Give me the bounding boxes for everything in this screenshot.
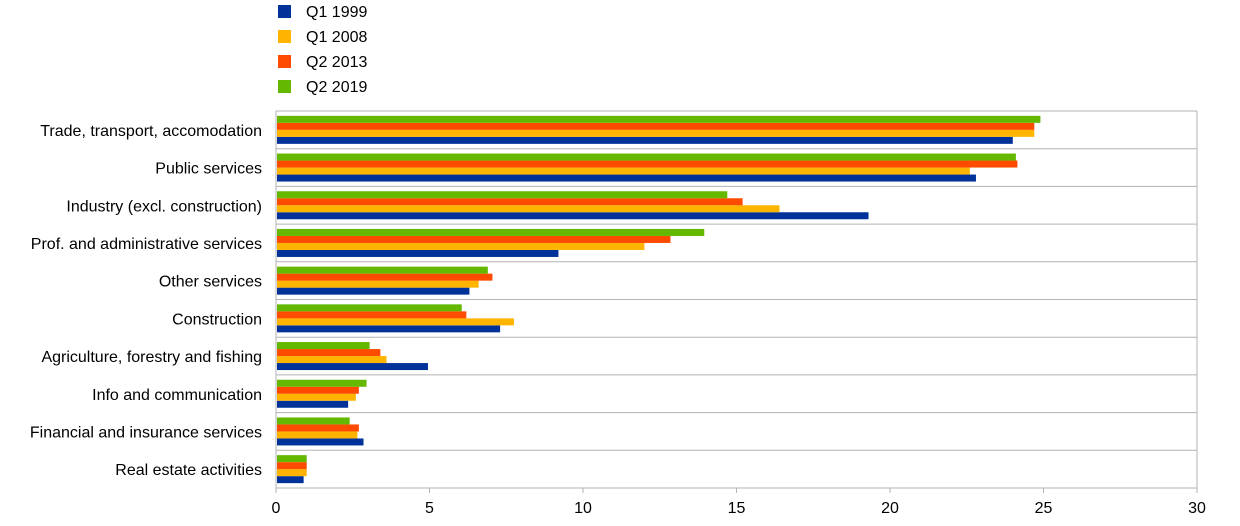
bar-q1-1999-6 — [277, 363, 428, 371]
x-tick-label: 10 — [574, 500, 592, 517]
bar-q1-2008-7 — [277, 393, 356, 401]
bar-q1-1999-0 — [277, 136, 1013, 144]
bar-q1-2008-6 — [277, 356, 387, 364]
bar-q1-1999-9 — [277, 476, 304, 484]
bar-q1-1999-8 — [277, 438, 364, 446]
category-label: Real estate activities — [115, 462, 262, 479]
bar-q1-1999-1 — [277, 174, 976, 182]
bar-q1-1999-2 — [277, 212, 869, 220]
bar-q2-2019-6 — [277, 342, 370, 350]
category-label: Public services — [155, 161, 262, 178]
x-tick-label: 15 — [728, 500, 746, 517]
bar-q1-1999-7 — [277, 400, 349, 408]
x-tick-label: 0 — [272, 500, 281, 517]
bar-q2-2013-6 — [277, 349, 381, 357]
bar-q2-2013-0 — [277, 122, 1035, 130]
bar-q2-2019-0 — [277, 115, 1041, 123]
legend-label: Q1 2008 — [306, 29, 367, 46]
bar-q2-2019-5 — [277, 304, 462, 312]
x-axis: 0 5 10 15 20 25 30 — [272, 487, 1206, 517]
x-tick-label: 5 — [425, 500, 434, 517]
bar-q2-2013-9 — [277, 462, 307, 470]
legend-label: Q2 2013 — [306, 54, 367, 71]
bar-q2-2019-8 — [277, 417, 350, 425]
category-label: Financial and insurance services — [30, 424, 262, 441]
x-tick-label: 30 — [1188, 500, 1206, 517]
legend: Q1 1999 Q1 2008 Q2 2013 Q2 2019 — [278, 4, 367, 96]
bar-q1-1999-4 — [277, 287, 470, 295]
x-tick-label: 25 — [1035, 500, 1053, 517]
bar-q2-2019-4 — [277, 266, 488, 274]
bar-q1-2008-1 — [277, 167, 970, 175]
bar-q1-2008-3 — [277, 242, 645, 250]
bar-q2-2019-3 — [277, 228, 705, 236]
legend-swatch — [278, 80, 291, 93]
bar-q2-2013-4 — [277, 273, 493, 281]
category-label: Industry (excl. construction) — [66, 198, 262, 215]
bar-q2-2019-7 — [277, 379, 367, 387]
legend-label: Q2 2019 — [306, 79, 367, 96]
bar-q1-2008-2 — [277, 205, 780, 213]
legend-swatch — [278, 55, 291, 68]
bar-q2-2013-5 — [277, 311, 467, 319]
plot-area — [275, 110, 1198, 489]
category-label: Agriculture, forestry and fishing — [41, 349, 262, 366]
bar-q2-2013-1 — [277, 160, 1018, 168]
bar-q1-2008-8 — [277, 431, 358, 439]
bar-q2-2019-1 — [277, 153, 1016, 161]
category-label: Info and communication — [92, 387, 262, 404]
legend-swatch — [278, 30, 291, 43]
category-labels: Trade, transport, accomodation Public ser… — [30, 123, 262, 479]
bar-q2-2013-3 — [277, 235, 671, 243]
category-label: Prof. and administrative services — [31, 236, 262, 253]
bar-q2-2013-2 — [277, 198, 743, 206]
bar-q1-1999-3 — [277, 249, 559, 257]
bar-q1-1999-5 — [277, 325, 501, 333]
category-label: Construction — [172, 311, 262, 328]
bar-q2-2013-7 — [277, 386, 359, 394]
category-label: Other services — [159, 274, 262, 291]
bar-q2-2019-2 — [277, 191, 728, 199]
bar-q1-2008-0 — [277, 129, 1035, 137]
bar-q1-2008-4 — [277, 280, 479, 288]
bar-q1-2008-9 — [277, 469, 307, 477]
category-label: Trade, transport, accomodation — [40, 123, 262, 140]
bar-q1-2008-5 — [277, 318, 514, 326]
legend-label: Q1 1999 — [306, 4, 367, 21]
bar-q2-2013-8 — [277, 424, 359, 432]
bar-q2-2019-9 — [277, 455, 307, 463]
x-tick-label: 20 — [881, 500, 899, 517]
legend-swatch — [278, 5, 291, 18]
